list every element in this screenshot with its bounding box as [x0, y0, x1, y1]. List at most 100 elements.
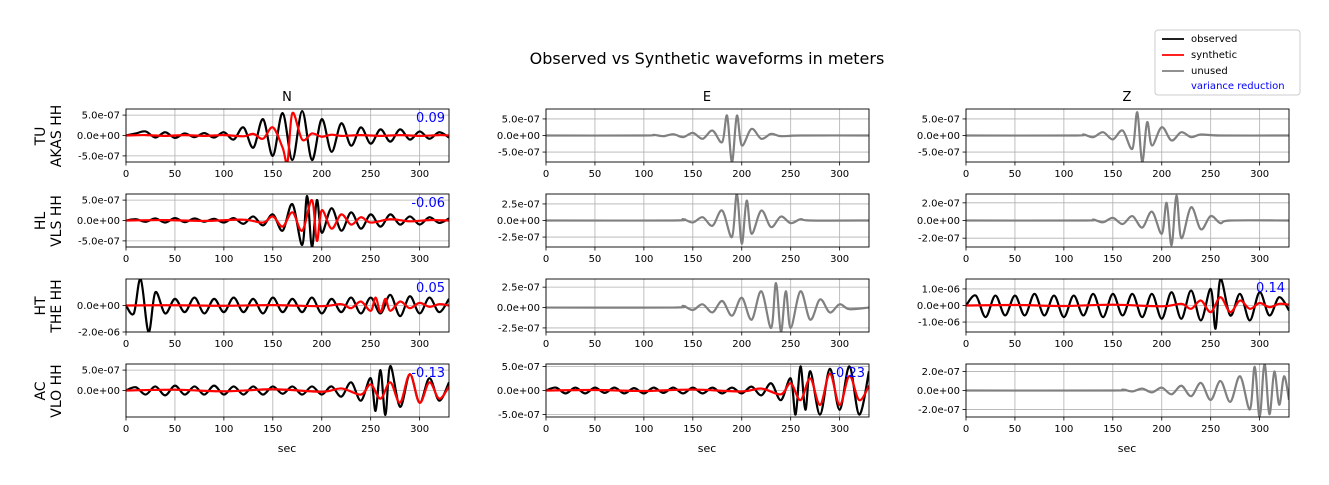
- y-tick-label: 5.0e-07: [502, 114, 540, 125]
- y-tick-label: 0.0e+00: [497, 216, 540, 227]
- synthetic-trace: [126, 111, 449, 162]
- x-tick-label: 50: [589, 339, 602, 350]
- x-tick-label: 250: [361, 339, 380, 350]
- x-tick-label: 250: [781, 339, 800, 350]
- y-tick-label: 1.0e-06: [922, 284, 960, 295]
- y-tick-label: 5.0e-07: [502, 362, 540, 373]
- panel-background: [546, 279, 869, 332]
- x-tick-label: 200: [312, 424, 331, 435]
- row-label-network: HT: [33, 296, 49, 316]
- variance-reduction-label: -0.13: [411, 366, 445, 381]
- x-tick-label: 300: [1250, 424, 1269, 435]
- waveform-panel: 0 50 100 150 200 250 300 2.5e-07 0.0e+00 -2.5e-07: [497, 278, 870, 350]
- variance-reduction-label: -0.06: [411, 196, 445, 211]
- y-tick-label: -5.0e-07: [498, 410, 540, 421]
- x-tick-label: 100: [1054, 169, 1073, 180]
- waveform-panel: 0 50 100 150 200 250 300 2.5e-07 0.0e+00 -2.5e-07: [497, 193, 870, 265]
- x-tick-label: 0: [123, 424, 129, 435]
- x-tick-label: 150: [263, 254, 282, 265]
- y-tick-label: 0.0e+00: [917, 386, 960, 397]
- x-axis-label: sec: [698, 442, 717, 455]
- x-tick-label: 150: [1103, 254, 1122, 265]
- x-tick-label: 0: [123, 339, 129, 350]
- x-tick-label: 150: [683, 254, 702, 265]
- waveform-panel: 0 50 100 150 200 250 300 2.0e-07 0.0e+00 -2.0e-07: [917, 193, 1290, 265]
- x-tick-label: 0: [123, 169, 129, 180]
- x-tick-label: 250: [361, 169, 380, 180]
- x-tick-label: 150: [683, 339, 702, 350]
- variance-reduction-label: 0.14: [1256, 281, 1285, 296]
- waveform-panel: 0 50 100 150 200 250 300 5.0e-07 0.0e+00 -5.0e-07…: [77, 193, 450, 265]
- x-tick-label: 100: [1054, 254, 1073, 265]
- x-tick-label: 200: [312, 254, 331, 265]
- observed-trace: [126, 279, 449, 332]
- x-tick-label: 250: [1201, 424, 1220, 435]
- figure-title: Observed vs Synthetic waveforms in meter…: [530, 49, 885, 68]
- x-tick-label: 250: [361, 254, 380, 265]
- y-tick-label: 5.0e-07: [82, 366, 120, 377]
- row-label-network: HL: [33, 212, 49, 231]
- synthetic-trace: [126, 373, 449, 404]
- waveform-panel: 0 50 100 150 200 250 300 5.0e-07 0.0e+00 -5.0e-07: [917, 108, 1290, 180]
- y-tick-label: 0.0e+00: [917, 301, 960, 312]
- x-tick-label: 50: [589, 169, 602, 180]
- unused-trace: [546, 114, 869, 162]
- unused-trace: [546, 281, 869, 332]
- x-tick-label: 200: [312, 169, 331, 180]
- x-tick-label: 50: [1009, 339, 1022, 350]
- y-tick-label: 0.0e+00: [497, 131, 540, 142]
- y-tick-label: 2.5e-07: [502, 199, 540, 210]
- x-tick-label: 150: [263, 424, 282, 435]
- x-tick-label: 50: [169, 169, 182, 180]
- legend-label-synthetic: synthetic: [1191, 50, 1237, 61]
- row-label-network: TU: [33, 127, 49, 147]
- column-titles: N E Z: [282, 90, 1131, 105]
- x-tick-label: 50: [589, 254, 602, 265]
- synthetic-trace: [966, 296, 1289, 314]
- x-tick-label: 50: [589, 424, 602, 435]
- row-label-station: VLS HH: [49, 195, 65, 247]
- x-tick-label: 200: [1152, 424, 1171, 435]
- y-tick-label: 0.0e+00: [917, 131, 960, 142]
- waveform-panel: 0 50 100 150 200 250 300 1.0e-06 0.0e+00 -1.0e-06…: [917, 278, 1290, 350]
- x-tick-label: 250: [1201, 254, 1220, 265]
- y-tick-label: 2.5e-07: [502, 283, 540, 294]
- row-label-station: THE HH: [49, 279, 65, 333]
- x-tick-label: 0: [543, 339, 549, 350]
- legend-box: [1154, 29, 1301, 96]
- y-tick-label: 0.0e+00: [77, 301, 120, 312]
- y-tick-label: 5.0e-07: [82, 196, 120, 207]
- x-tick-label: 250: [781, 424, 800, 435]
- x-tick-label: 150: [263, 339, 282, 350]
- x-tick-label: 0: [963, 424, 969, 435]
- x-tick-label: 0: [543, 254, 549, 265]
- y-tick-label: 2.0e-07: [922, 367, 960, 378]
- x-tick-label: 200: [732, 254, 751, 265]
- y-tick-label: 0.0e+00: [77, 131, 120, 142]
- unused-trace: [966, 194, 1289, 247]
- observed-trace: [966, 279, 1289, 330]
- x-tick-label: 50: [169, 339, 182, 350]
- waveform-panel: 0 50 100 150 200 250 300 5.0e-07 0.0e+00 -5.0e-07: [497, 108, 870, 180]
- x-tick-label: 150: [683, 169, 702, 180]
- x-tick-label: 250: [1201, 339, 1220, 350]
- row-label-station: VLO HH: [49, 364, 65, 417]
- x-tick-label: 300: [830, 169, 849, 180]
- synthetic-trace: [546, 372, 869, 407]
- y-tick-label: -2.0e-07: [918, 234, 960, 245]
- x-tick-label: 100: [634, 424, 653, 435]
- x-tick-label: 100: [214, 424, 233, 435]
- y-tick-label: -5.0e-07: [78, 236, 120, 247]
- column-title-z: Z: [1123, 90, 1132, 105]
- unused-trace: [966, 364, 1289, 417]
- y-tick-label: 0.0e+00: [497, 386, 540, 397]
- unused-trace: [546, 194, 869, 245]
- row-labels: TU AKAS HH HL VLS HH HT THE HH AC VLO HH: [33, 105, 65, 418]
- panels: 0 50 100 150 200 250 300 5.0e-07 0.0e+00 -5.0e-07…: [77, 108, 1290, 435]
- x-tick-label: 200: [312, 339, 331, 350]
- y-tick-label: -2.5e-07: [498, 233, 540, 244]
- x-tick-label: 100: [634, 254, 653, 265]
- x-tick-label: 0: [963, 339, 969, 350]
- legend-label-variance-reduction: variance reduction: [1191, 81, 1285, 92]
